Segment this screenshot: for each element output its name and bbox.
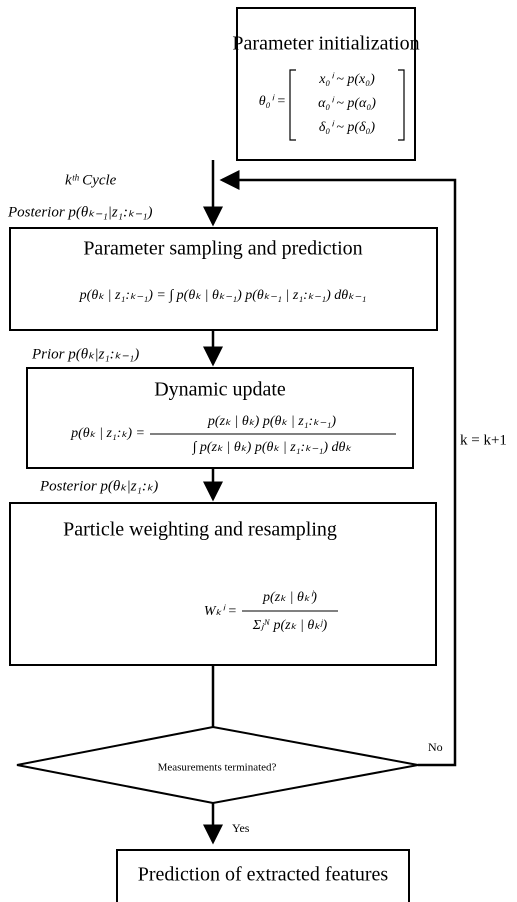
box-title: Parameter initialization: [232, 33, 419, 55]
formula: p(zₖ | θₖⁱ): [262, 590, 317, 605]
label: kᵗʰ Cycle: [65, 172, 117, 188]
label: k = k+1: [460, 432, 507, 448]
box-title: Prediction of extracted features: [138, 864, 389, 886]
bracket: [289, 69, 405, 141]
formula: p(zₖ | θₖ) p(θₖ | z₁:ₖ₋₁): [207, 414, 336, 429]
box-title: Dynamic update: [154, 379, 286, 401]
formula: ∫ p(zₖ | θₖ) p(θₖ | z₁:ₖ₋₁) dθₖ: [192, 440, 353, 455]
formula: α₀ⁱ ~ p(α₀): [318, 96, 376, 111]
label: Yes: [232, 821, 250, 835]
box-title: Particle weighting and resampling: [63, 519, 337, 541]
box: [116, 849, 410, 902]
decision: [16, 725, 419, 805]
box: [9, 502, 437, 666]
formula: p(θₖ | z₁:ₖ₋₁) = ∫ p(θₖ | θₖ₋₁) p(θₖ₋₁ |…: [79, 288, 367, 303]
formula: θ₀ⁱ =: [259, 94, 286, 109]
box: [236, 7, 416, 161]
box-title: Parameter sampling and prediction: [83, 238, 362, 260]
loop-arrow: [219, 170, 457, 767]
box: [26, 367, 414, 469]
label: Posterior p(θₖ|z₁:ₖ): [39, 478, 158, 494]
decision-text: Measurements terminated?: [158, 762, 277, 774]
box: [9, 227, 438, 331]
label: No: [428, 740, 443, 754]
formula: δ₀ⁱ ~ p(δ₀): [319, 120, 375, 135]
formula: Wₖⁱ =: [204, 604, 237, 619]
label: Posterior p(θₖ₋₁|z₁:ₖ₋₁): [7, 204, 153, 220]
formula: p(θₖ | z₁:ₖ) =: [70, 426, 145, 441]
formula: x₀ⁱ ~ p(x₀): [318, 72, 375, 87]
label: Prior p(θₖ|z₁:ₖ₋₁): [31, 346, 139, 362]
formula: Σⱼᴺ p(zₖ | θₖʲ): [252, 618, 328, 633]
